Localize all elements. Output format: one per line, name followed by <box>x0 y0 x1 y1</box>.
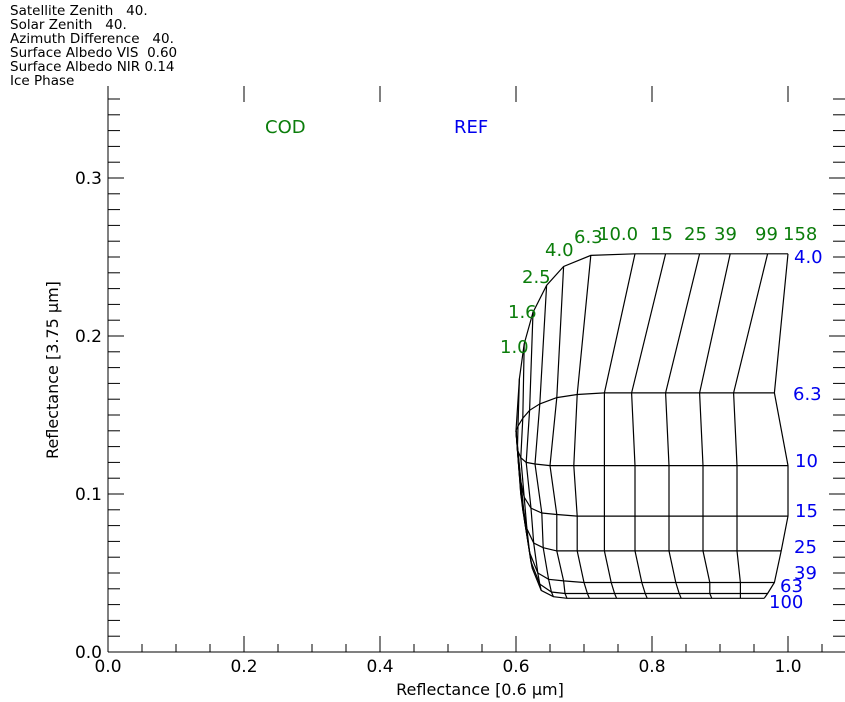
grid-labels: 1.01.62.54.06.310.0 15 25 39 99 1584.06.31015… <box>500 224 823 613</box>
y-tick-label: 0.1 <box>75 485 102 505</box>
cod-curve-8 <box>630 253 667 599</box>
ref-label: 25 <box>794 537 817 558</box>
cod-label: 39 <box>714 224 737 245</box>
ref-label: 15 <box>795 501 818 522</box>
y-tick-label: 0.2 <box>75 327 102 347</box>
ref-label: 4.0 <box>794 247 823 268</box>
cod-curve-10 <box>698 253 731 599</box>
ref-label: 10 <box>795 451 818 472</box>
lut-grid <box>515 253 789 599</box>
x-tick-label: 0.8 <box>638 657 665 677</box>
cod-label: 10.0 <box>598 224 638 245</box>
cod-label: 2.5 <box>522 267 551 288</box>
cod-label: 25 <box>684 224 707 245</box>
cod-curve-12 <box>763 253 789 599</box>
ref-title: REF <box>454 117 488 138</box>
y-tick-label: 0.0 <box>75 643 102 663</box>
ref-label: 6.3 <box>793 384 822 405</box>
geometry-info: Satellite Zenith 40. Solar Zenith 40. Azim… <box>10 4 177 88</box>
plot-frame: 0.0 0.2 0.4 0.6 0.8 1.0 0.0 0.1 0.2 0.3 <box>75 86 845 677</box>
cod-curve-3 <box>525 312 542 591</box>
header-line: Surface Albedo VIS 0.60 <box>10 45 178 61</box>
cod-curve-11 <box>732 253 769 599</box>
x-tick-label: 0.6 <box>502 657 529 677</box>
cod-curve-4 <box>534 285 554 597</box>
cod-curve-2 <box>520 343 533 569</box>
cod-curve-5 <box>549 266 568 599</box>
x-axis-label: Reflectance [0.6 μm] <box>396 680 564 699</box>
cod-label: 4.0 <box>545 240 574 261</box>
cod-curve-6 <box>573 255 592 599</box>
header-line: Surface Albedo NIR 0.14 <box>10 59 175 75</box>
x-tick-label: 0.2 <box>230 657 257 677</box>
cod-label: 15 <box>650 224 673 245</box>
ref-curve-1 <box>515 253 788 431</box>
cod-title: COD <box>265 117 306 138</box>
ref-curve-3 <box>515 430 788 467</box>
y-tick-label: 0.3 <box>75 169 102 189</box>
ref-label: 39 <box>794 563 817 584</box>
ref-curve-5 <box>515 430 782 552</box>
cod-curve-7 <box>603 253 636 599</box>
cod-label: 99 <box>755 224 778 245</box>
cod-curve-9 <box>664 253 701 599</box>
x-tick-label: 1.0 <box>774 657 801 677</box>
cod-label: 6.3 <box>574 227 603 248</box>
ref-curve-4 <box>515 430 788 517</box>
cod-label: 1.6 <box>508 302 537 323</box>
header-line: Ice Phase <box>10 73 75 89</box>
cod-curve-1 <box>516 378 526 523</box>
x-tick-label: 0.0 <box>94 657 121 677</box>
cod-label: 1.0 <box>500 337 529 358</box>
ref-label: 63 <box>780 576 803 597</box>
header-line: Solar Zenith 40. <box>10 17 127 33</box>
y-axis-label: Reflectance [3.75 μm] <box>43 281 62 459</box>
ref-curve-7 <box>515 430 768 595</box>
header-line: Azimuth Difference 40. <box>10 31 174 47</box>
ref-curve-6 <box>515 430 775 584</box>
ref-label: 100 <box>769 592 803 613</box>
header-line: Satellite Zenith 40. <box>10 3 148 19</box>
cod-label: 158 <box>783 224 817 245</box>
x-tick-label: 0.4 <box>366 657 393 677</box>
